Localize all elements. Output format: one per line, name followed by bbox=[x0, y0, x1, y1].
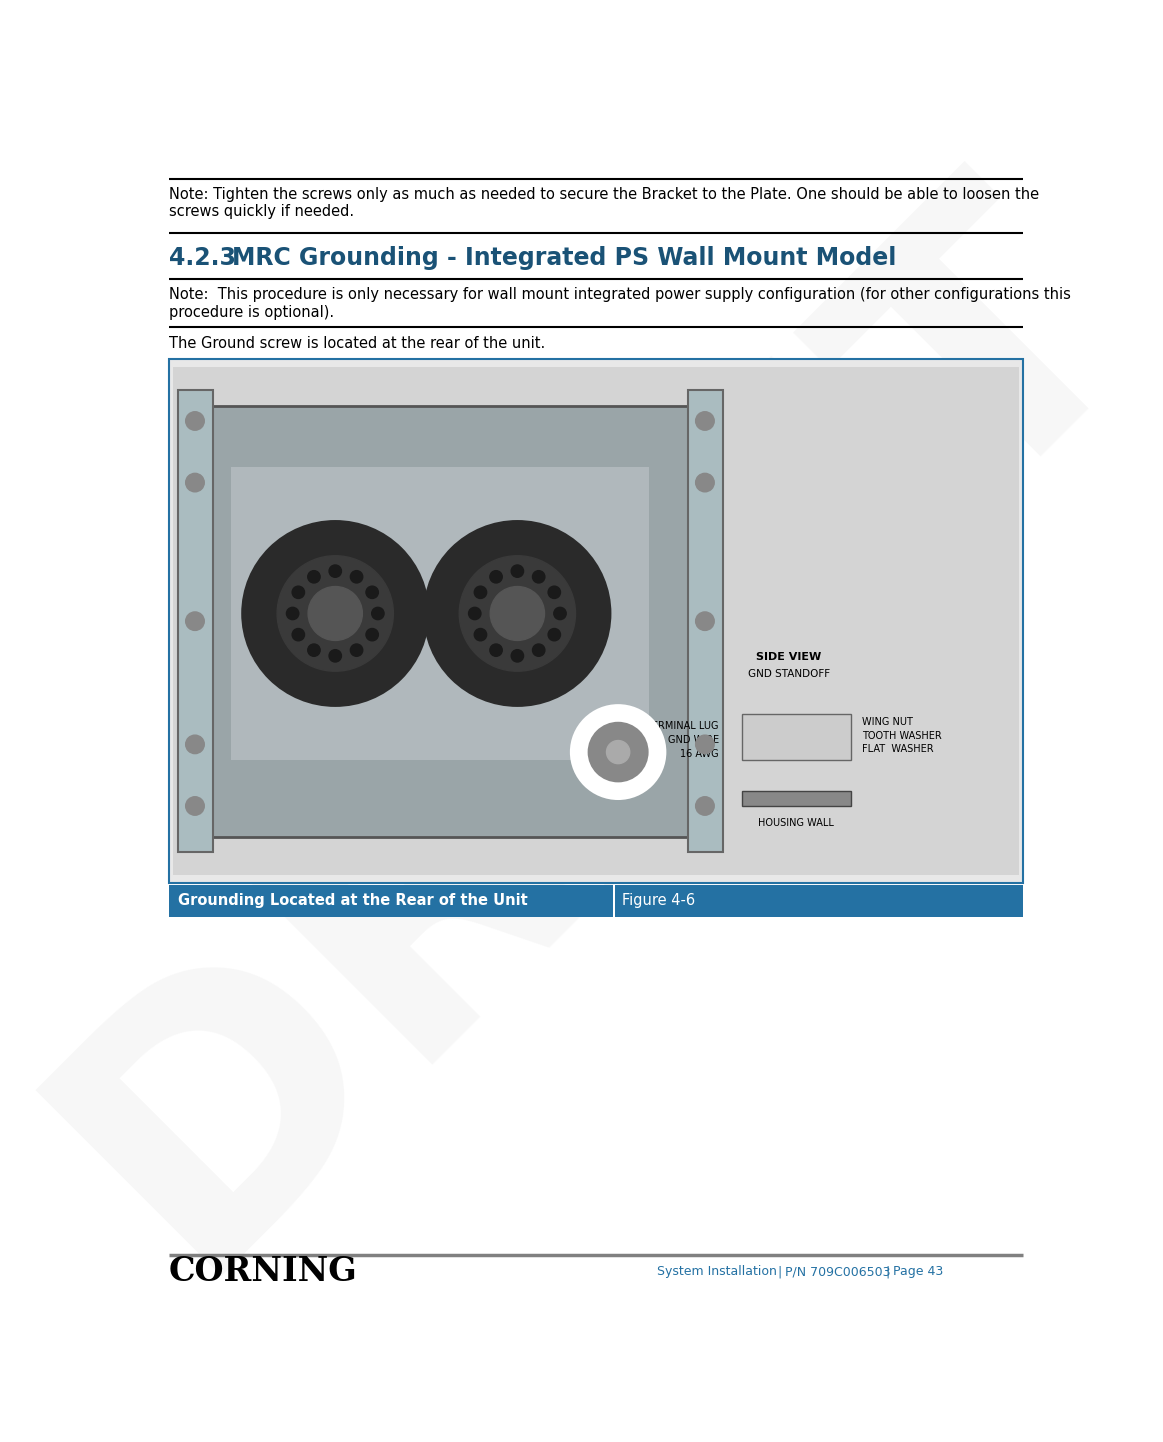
Text: 4.2.3: 4.2.3 bbox=[169, 247, 236, 270]
Circle shape bbox=[366, 629, 378, 640]
Bar bbox=[169, 359, 1023, 883]
Circle shape bbox=[695, 797, 714, 815]
Circle shape bbox=[329, 565, 342, 577]
Circle shape bbox=[424, 521, 611, 707]
Circle shape bbox=[459, 555, 576, 671]
Circle shape bbox=[292, 585, 305, 598]
Text: |: | bbox=[777, 1265, 782, 1278]
Circle shape bbox=[308, 587, 363, 640]
Text: Grounding Located at the Rear of the Unit: Grounding Located at the Rear of the Uni… bbox=[178, 893, 528, 908]
Text: GND STANDOFF: GND STANDOFF bbox=[748, 669, 829, 679]
Text: System Installation: System Installation bbox=[657, 1265, 777, 1278]
Bar bbox=[613, 884, 615, 917]
Text: procedure is optional).: procedure is optional). bbox=[169, 306, 334, 320]
Circle shape bbox=[329, 650, 342, 662]
Text: MRC Grounding - Integrated PS Wall Mount Model: MRC Grounding - Integrated PS Wall Mount… bbox=[233, 247, 897, 270]
Text: HOUSING WALL: HOUSING WALL bbox=[758, 818, 834, 828]
Text: P/N 709C006503: P/N 709C006503 bbox=[785, 1265, 890, 1278]
Circle shape bbox=[695, 611, 714, 630]
Text: Note: Tighten the screws only as much as needed to secure the Bracket to the Pla: Note: Tighten the screws only as much as… bbox=[169, 187, 1039, 219]
Circle shape bbox=[242, 521, 428, 707]
Circle shape bbox=[548, 629, 561, 640]
Text: Figure 4-6: Figure 4-6 bbox=[622, 893, 695, 908]
Circle shape bbox=[554, 607, 566, 620]
Circle shape bbox=[533, 571, 545, 583]
Bar bbox=[173, 368, 1019, 875]
Text: TERMINAL LUG: TERMINAL LUG bbox=[647, 721, 719, 731]
Text: GND WIRE: GND WIRE bbox=[668, 735, 719, 746]
Bar bbox=[178, 391, 213, 852]
Circle shape bbox=[366, 585, 378, 598]
Bar bbox=[169, 884, 1023, 917]
Circle shape bbox=[308, 571, 320, 583]
Circle shape bbox=[533, 645, 545, 656]
Circle shape bbox=[277, 555, 393, 671]
Text: Page 43: Page 43 bbox=[893, 1265, 943, 1278]
Text: DRAFT: DRAFT bbox=[0, 127, 1163, 1330]
Circle shape bbox=[512, 650, 523, 662]
Circle shape bbox=[350, 571, 363, 583]
Circle shape bbox=[292, 629, 305, 640]
Circle shape bbox=[475, 585, 486, 598]
Circle shape bbox=[186, 473, 205, 492]
Circle shape bbox=[490, 571, 502, 583]
Circle shape bbox=[186, 735, 205, 754]
Circle shape bbox=[548, 585, 561, 598]
Bar bbox=[742, 790, 850, 806]
Circle shape bbox=[695, 735, 714, 754]
Circle shape bbox=[186, 797, 205, 815]
Text: 16 AWG: 16 AWG bbox=[680, 748, 719, 758]
Text: The Ground screw is located at the rear of the unit.: The Ground screw is located at the rear … bbox=[169, 336, 545, 352]
Circle shape bbox=[588, 722, 648, 782]
Circle shape bbox=[350, 645, 363, 656]
Circle shape bbox=[491, 587, 544, 640]
Bar bbox=[207, 405, 687, 836]
Text: TOOTH WASHER: TOOTH WASHER bbox=[862, 731, 942, 741]
Text: FLAT  WASHER: FLAT WASHER bbox=[862, 744, 934, 754]
Circle shape bbox=[606, 741, 629, 764]
Text: Note:  This procedure is only necessary for wall mount integrated power supply c: Note: This procedure is only necessary f… bbox=[169, 287, 1070, 301]
Circle shape bbox=[572, 707, 664, 799]
Bar bbox=[230, 467, 649, 760]
Circle shape bbox=[475, 629, 486, 640]
Circle shape bbox=[308, 645, 320, 656]
Circle shape bbox=[695, 412, 714, 430]
Text: |: | bbox=[885, 1265, 890, 1278]
Circle shape bbox=[490, 645, 502, 656]
Bar bbox=[687, 391, 722, 852]
Circle shape bbox=[512, 565, 523, 577]
Text: WING NUT: WING NUT bbox=[862, 718, 913, 727]
Circle shape bbox=[695, 473, 714, 492]
Text: CORNING: CORNING bbox=[169, 1256, 357, 1288]
Circle shape bbox=[372, 607, 384, 620]
Circle shape bbox=[469, 607, 481, 620]
Circle shape bbox=[186, 412, 205, 430]
Circle shape bbox=[286, 607, 299, 620]
Text: SIDE VIEW: SIDE VIEW bbox=[756, 652, 821, 662]
Circle shape bbox=[186, 611, 205, 630]
Polygon shape bbox=[742, 714, 850, 760]
